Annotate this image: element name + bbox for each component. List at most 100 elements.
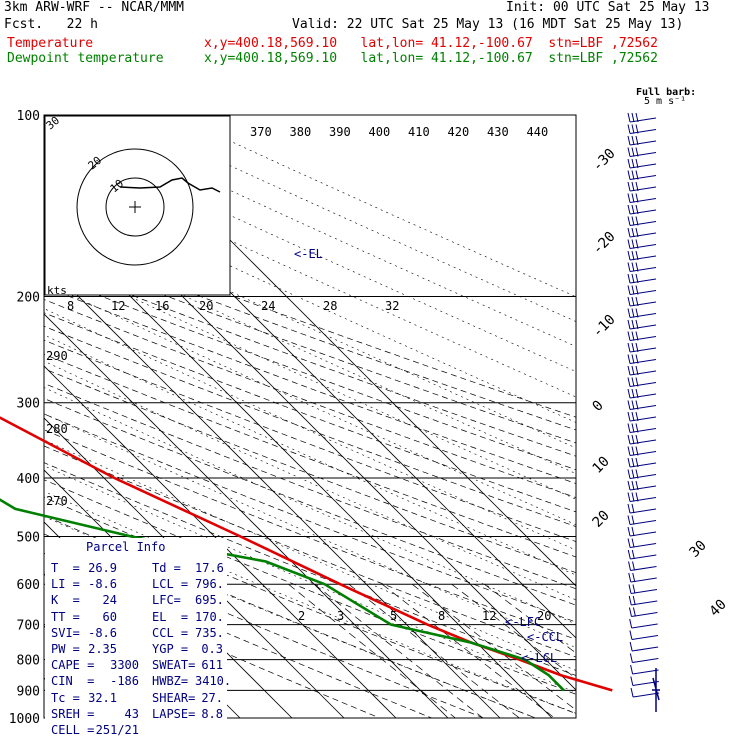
moist-adiabat <box>44 413 576 648</box>
parcel-param-value: 251/21 <box>95 722 139 737</box>
isotherm-line <box>44 261 501 718</box>
wind-barb-flag <box>630 676 634 686</box>
parcel-param-value: 695. <box>195 593 224 608</box>
hodograph-units: kts <box>47 284 67 297</box>
hodograph-speed-label: 28 <box>323 299 337 313</box>
dry-adiabat <box>44 445 576 658</box>
wind-barb-flag <box>627 480 631 491</box>
wind-barb-flag <box>631 147 635 157</box>
wind-barb-flag <box>631 170 635 180</box>
wind-barb-flag <box>635 342 639 353</box>
theta-e-label: 390 <box>329 125 351 139</box>
wind-barb-flag <box>628 561 632 571</box>
mixing-ratio-line <box>288 583 456 718</box>
wind-barb-flag <box>627 331 631 341</box>
wind-barb <box>631 635 658 640</box>
pressure-label: 800 <box>17 654 40 669</box>
wind-barb-flag <box>631 354 635 364</box>
wind-barb-flag <box>628 595 632 606</box>
wind-barb-flag <box>631 308 635 318</box>
lcl-marker: <-LCL <box>521 651 557 665</box>
parcel-info-table: T = 26.9 Td = 17.6 LI = -8.6 LCL = 796. K = 24 LFC… <box>45 538 231 737</box>
parcel-param-name: TT = <box>51 609 80 624</box>
parcel-param-name: SWEAT= <box>152 658 196 673</box>
plot-frame <box>43 114 577 719</box>
parcel-param-name: T = <box>51 561 80 575</box>
wind-barb <box>632 692 660 698</box>
parcel-param-value: 26.9 <box>88 561 117 575</box>
dry-adiabat <box>44 339 576 543</box>
parcel-param-name: CELL = <box>51 722 95 737</box>
parcel-param-name: CCL = <box>152 625 189 640</box>
pressure-label: 200 <box>17 291 40 306</box>
wind-barb-flag <box>631 158 635 169</box>
pressure-label: 700 <box>17 619 40 634</box>
wind-barb-flag <box>627 400 631 410</box>
dry-adiabat <box>44 236 576 431</box>
wind-barb-flag <box>629 653 633 663</box>
dry-adiabat <box>44 248 576 444</box>
wind-barb-flag <box>631 492 635 502</box>
wind-barb-flag <box>635 216 639 226</box>
theta-label: 280 <box>46 422 68 436</box>
wind-barb-flag <box>635 227 639 238</box>
wind-barb-flag <box>631 227 635 238</box>
hodograph-speed-label: 8 <box>67 299 74 313</box>
wind-barb-flag <box>632 607 636 617</box>
wind-barb-flag <box>627 377 631 387</box>
wind-barb-flag <box>627 492 631 502</box>
wind-barb-flag <box>631 250 635 261</box>
wind-barb-flag <box>630 687 634 698</box>
mixing-ratio-label: 12 <box>482 609 496 623</box>
parcel-param-name: Td = <box>152 561 181 575</box>
wind-barb-flag <box>635 170 639 180</box>
wind-barb-flag <box>631 285 635 295</box>
wind-barb-flag <box>627 181 631 192</box>
wind-barb-flag <box>632 595 636 606</box>
wind-barb-flag <box>635 135 639 146</box>
moist-adiabat <box>173 115 576 298</box>
wind-barb <box>632 658 659 663</box>
wind-barb-flag <box>631 239 635 249</box>
dry-adiabat <box>44 398 576 606</box>
ccl-marker: <-CCL <box>527 630 563 644</box>
parcel-param-value: 43 <box>124 706 139 721</box>
wind-barb-flag <box>631 400 635 410</box>
wind-barb <box>632 669 659 675</box>
parcel-param-name: Tc = <box>51 690 80 705</box>
wind-barb-flag <box>627 538 631 548</box>
parcel-row: CELL = 251/21 <box>45 722 227 738</box>
wind-barb-flag <box>627 112 631 123</box>
wind-barb-flag <box>627 227 631 238</box>
theta-e-label: 380 <box>290 125 312 139</box>
dry-adiabat <box>44 299 576 498</box>
wind-barb-flag <box>635 308 639 318</box>
wind-barb-flag <box>631 216 635 226</box>
wind-barb-flag <box>631 273 635 284</box>
dewpoint-location: x,y=400.18,569.10 lat,lon= 41.12,-100.67… <box>204 51 658 66</box>
wind-barb-flag <box>627 388 631 399</box>
el-marker: <-EL <box>294 247 323 261</box>
parcel-param-value: 611 <box>201 658 223 673</box>
parcel-param-name: LI = <box>51 577 80 592</box>
wind-barb-flag <box>635 262 639 272</box>
dewpoint-legend: Dewpoint temperature <box>7 51 164 66</box>
isotherm-label: 30 <box>687 538 710 561</box>
hodograph-speed-label: 20 <box>199 299 213 313</box>
wind-barb-flag <box>635 158 639 169</box>
wind-barb-flag <box>631 549 635 560</box>
wind-barb-column <box>627 112 660 712</box>
wind-barb-flag <box>635 434 639 445</box>
parcel-param-value: 32.1 <box>88 690 117 705</box>
wind-barb-flag <box>635 331 639 341</box>
isotherm-label: 20 <box>590 508 613 531</box>
wind-barb-flag <box>635 469 639 479</box>
theta-e-label: 430 <box>487 125 509 139</box>
moist-adiabat <box>44 153 576 398</box>
wind-barb-flag <box>627 319 631 330</box>
parcel-param-value: 27. <box>201 690 223 705</box>
mixing-ratio-label: 20 <box>537 609 551 623</box>
surface-wind-barb <box>652 668 660 712</box>
wind-barb-flag <box>631 538 635 548</box>
